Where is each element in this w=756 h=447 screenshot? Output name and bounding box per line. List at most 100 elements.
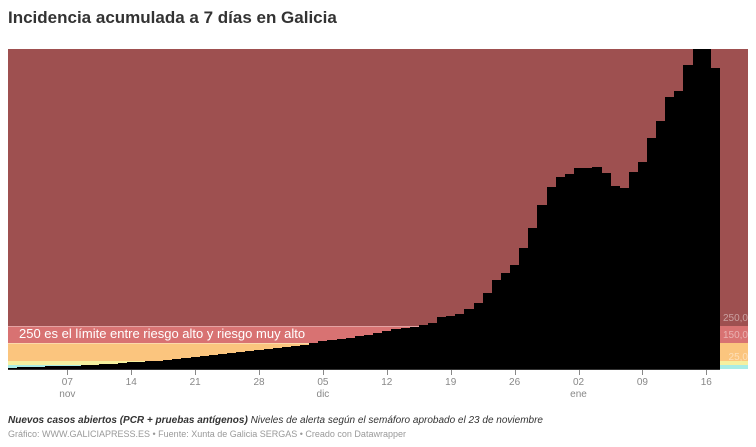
- bar: [455, 313, 465, 369]
- bar: [409, 327, 420, 369]
- bar: [245, 350, 255, 369]
- notes-bold: Nuevos casos abiertos (PCR + pruebas ant…: [8, 415, 248, 426]
- x-tick-label: 19: [445, 377, 457, 388]
- bar: [710, 68, 721, 369]
- bar: [99, 364, 109, 369]
- bar: [464, 309, 475, 369]
- bar: [601, 173, 611, 369]
- x-tick-label: 26: [509, 377, 521, 388]
- band-label-150: 150,0: [722, 330, 748, 341]
- bar: [391, 329, 401, 369]
- bar: [26, 366, 36, 369]
- band-label-250: 250,0: [722, 313, 748, 324]
- x-tick: [386, 370, 388, 375]
- bar: [519, 248, 529, 369]
- bar: [354, 335, 365, 369]
- bar: [35, 366, 45, 369]
- x-tick: [514, 370, 516, 375]
- bar: [665, 97, 675, 369]
- bar: [17, 367, 27, 369]
- bar: [564, 174, 575, 369]
- bar: [108, 363, 119, 369]
- x-tick: [642, 370, 644, 375]
- bar: [628, 172, 639, 369]
- bar: [546, 186, 557, 369]
- bar: [692, 49, 703, 369]
- bar: [90, 364, 100, 369]
- threshold-line-250: [8, 326, 720, 327]
- x-tick: [450, 370, 452, 375]
- bar: [427, 323, 438, 369]
- bar: [172, 359, 182, 369]
- bar: [373, 333, 383, 369]
- bar: [135, 361, 146, 369]
- bar: [190, 356, 201, 369]
- band-label-25: 25,0: [728, 352, 748, 363]
- bar: [281, 346, 292, 369]
- chart-notes: Nuevos casos abiertos (PCR + pruebas ant…: [8, 415, 543, 426]
- bar: [473, 303, 484, 369]
- bar: [674, 91, 684, 369]
- bar: [382, 330, 392, 369]
- x-tick-label: 02 ene: [570, 377, 587, 400]
- x-tick-label: 07 nov: [59, 377, 76, 400]
- x-tick-label: 14: [125, 377, 137, 388]
- threshold-annotation: 250 es el límite entre riesgo alto y rie…: [19, 326, 306, 341]
- x-tick-label: 12: [381, 377, 393, 388]
- bar: [637, 161, 648, 369]
- x-tick-label: 16: [700, 377, 712, 388]
- bar: [364, 334, 374, 369]
- bar: [227, 353, 237, 369]
- bar: [528, 228, 538, 369]
- bar: [573, 168, 584, 369]
- bar: [418, 324, 429, 369]
- bar: [8, 367, 18, 369]
- bar: [400, 328, 411, 369]
- bar: [510, 265, 520, 369]
- bar: [236, 351, 246, 369]
- x-tick: [706, 370, 708, 375]
- bar: [336, 339, 347, 369]
- bar: [437, 316, 447, 369]
- bar: [71, 365, 82, 369]
- bar: [144, 361, 155, 369]
- plot-area: 250 es el límite entre riesgo alto y rie…: [8, 49, 748, 369]
- x-tick-label: 21: [189, 377, 201, 388]
- bar: [701, 49, 712, 369]
- x-tick: [259, 370, 261, 375]
- x-tick: [578, 370, 580, 375]
- x-tick-label: 28: [253, 377, 265, 388]
- bar: [254, 350, 265, 369]
- bar: [592, 166, 602, 369]
- bar: [318, 341, 328, 369]
- bar-series: [8, 49, 721, 369]
- bar: [199, 355, 210, 369]
- x-tick: [131, 370, 133, 375]
- bar: [683, 65, 694, 369]
- x-tick-label: 05 dic: [316, 377, 330, 400]
- bar: [126, 362, 137, 369]
- bar: [446, 315, 456, 369]
- bar: [646, 138, 657, 369]
- bar: [44, 366, 55, 369]
- bar: [290, 345, 301, 369]
- chart-title: Incidencia acumulada a 7 días en Galicia: [8, 8, 337, 27]
- x-tick: [195, 370, 197, 375]
- bar: [309, 343, 319, 369]
- notes-text: Niveles de alerta según el semáforo apro…: [247, 415, 543, 426]
- x-tick-label: 09: [636, 377, 648, 388]
- bar: [263, 349, 274, 369]
- bar: [482, 292, 493, 369]
- bar: [53, 366, 64, 369]
- bar: [583, 168, 593, 369]
- bar: [327, 340, 338, 369]
- bar: [181, 358, 192, 369]
- bar: [272, 348, 283, 369]
- bar: [500, 272, 511, 369]
- bar: [610, 185, 621, 369]
- bar: [154, 361, 164, 369]
- bar: [555, 176, 566, 369]
- bar: [656, 121, 666, 369]
- x-tick: [322, 370, 324, 375]
- bar: [62, 366, 73, 369]
